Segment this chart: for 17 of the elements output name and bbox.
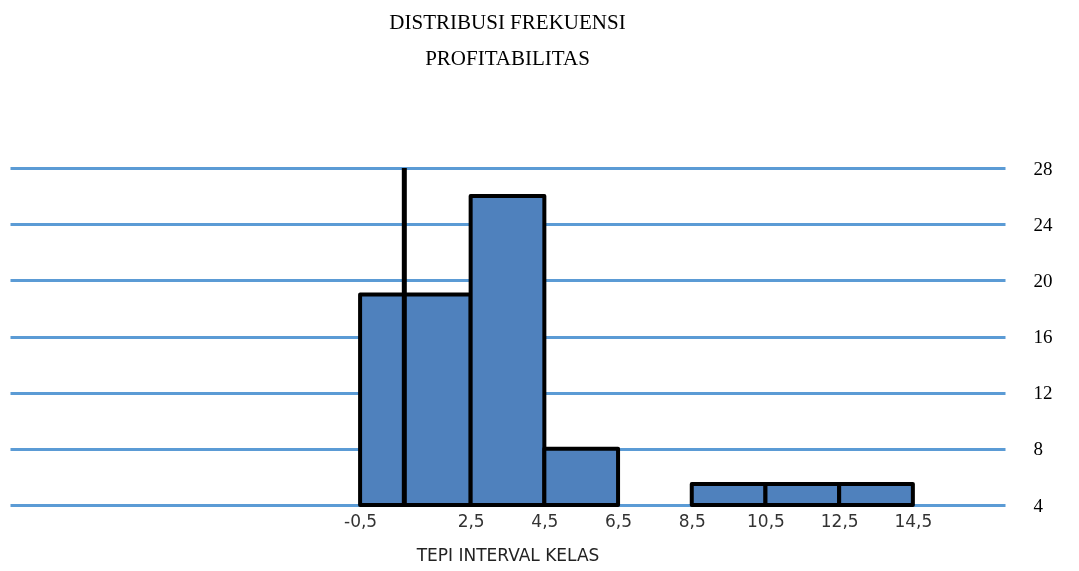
y-tick-label: 28 xyxy=(1033,157,1053,179)
y-tick-label: 12 xyxy=(1033,382,1053,404)
x-tick-label: -0,5 xyxy=(344,510,378,531)
x-tick-label: 14,5 xyxy=(894,510,933,531)
x-axis-title: TEPI INTERVAL KELAS xyxy=(415,544,600,565)
y-tick-label: 20 xyxy=(1033,269,1053,291)
x-tick-label: 12,5 xyxy=(820,510,859,531)
x-tick-label: 4,5 xyxy=(531,510,559,531)
y-tick-label: 24 xyxy=(1033,213,1053,235)
x-tick-label: 2,5 xyxy=(457,510,485,531)
x-tick-label: 10,5 xyxy=(747,510,785,531)
y-tick-label: 4 xyxy=(1033,494,1044,516)
x-tick-label: 6,5 xyxy=(605,510,633,531)
y-tick-label: 16 xyxy=(1033,326,1053,347)
chart-title: DISTRIBUSI FREKUENSI PROFITABILITAS xyxy=(389,10,626,70)
y-tick-label: 8 xyxy=(1033,438,1043,460)
x-tick-label: 8,5 xyxy=(678,510,706,531)
